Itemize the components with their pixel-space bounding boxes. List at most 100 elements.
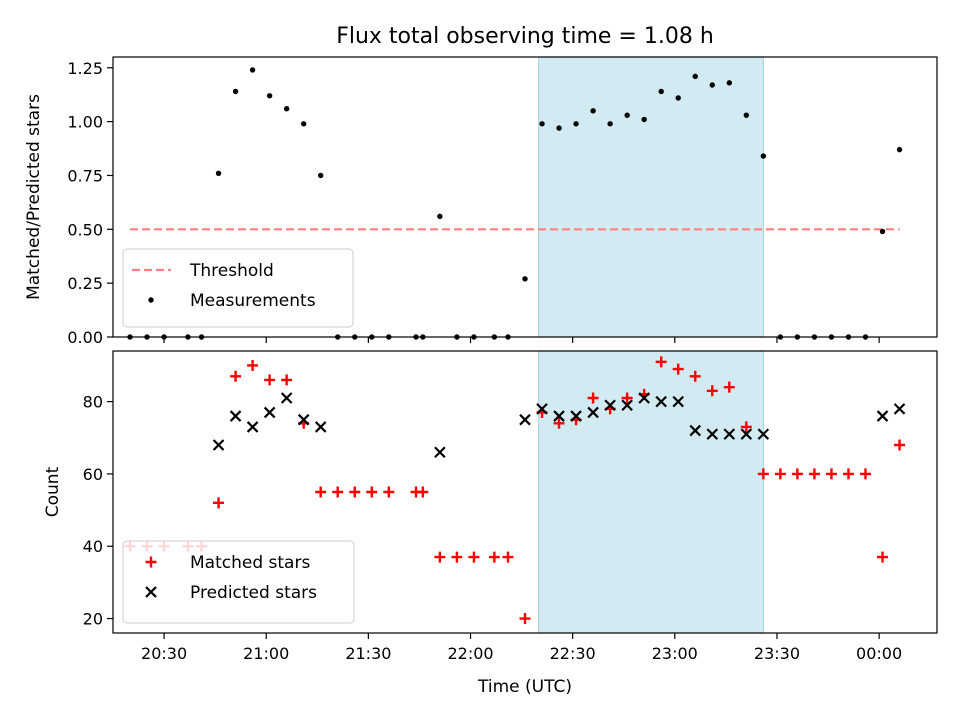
matched-star-point: [451, 551, 463, 563]
measurement-point: [300, 121, 307, 127]
measurement-point: [232, 88, 239, 95]
predicted-star-point: [434, 446, 446, 459]
measurement-point: [675, 95, 681, 101]
measurement-point: [522, 276, 528, 282]
x-tick-label: 22:00: [447, 644, 493, 663]
measurement-point: [624, 112, 630, 118]
measurement-point: [590, 108, 596, 114]
matched-star-point: [349, 486, 361, 498]
matched-star-point: [417, 486, 429, 498]
y-tick-label: 0.50: [67, 220, 103, 239]
axes-frame: [112, 56, 938, 338]
legend-matched-swatch: [145, 556, 157, 568]
matched-star-point: [468, 551, 480, 563]
predicted-star-point: [570, 410, 582, 422]
x-tick-label: 23:30: [754, 644, 800, 663]
predicted-star-point: [519, 413, 531, 426]
y-tick-label: 0.25: [67, 274, 103, 293]
observing-window-span: [538, 56, 764, 338]
y-tick-label: 1.00: [67, 113, 103, 132]
predicted-star-point: [604, 399, 616, 412]
x-axis-label: Time (UTC): [477, 677, 572, 697]
figure-title: Flux total observing time = 1.08 h: [336, 24, 714, 49]
y-tick-label: 60: [83, 465, 103, 484]
predicted-star-point: [280, 392, 293, 404]
matched-star-point: [213, 497, 225, 509]
matched-star-point: [825, 468, 837, 480]
matched-star-point: [281, 374, 293, 386]
matched-star-point: [859, 468, 871, 480]
measurement-point: [539, 121, 545, 127]
y-tick-label: 0.00: [67, 328, 103, 347]
legend-measurement-swatch: [148, 297, 154, 303]
predicted-star-point: [876, 410, 889, 422]
measurement-point: [692, 73, 698, 80]
legend-label: Threshold: [189, 261, 274, 281]
matched-star-point: [315, 486, 327, 498]
matched-star-point: [808, 468, 820, 480]
x-tick-label: 22:30: [550, 644, 596, 663]
legend-box: [122, 540, 355, 624]
matched-star-point: [894, 439, 906, 451]
legend-label: Predicted stars: [190, 583, 317, 603]
y-tick-label: 0.75: [67, 166, 103, 185]
x-tick-label: 21:00: [243, 644, 289, 663]
predicted-star-point: [587, 406, 599, 419]
matched-star-point: [791, 468, 803, 480]
measurement-point: [896, 146, 903, 153]
matched-star-point: [689, 370, 701, 382]
matched-star-point: [842, 468, 854, 480]
measurement-point: [249, 67, 256, 73]
predicted-star-point: [740, 428, 753, 440]
predicted-star-point: [638, 392, 650, 404]
measurement-point: [726, 80, 732, 86]
predicted-star-point: [229, 410, 242, 422]
matched-star-point: [383, 486, 395, 498]
predicted-star-point: [757, 428, 770, 440]
predicted-star-point: [672, 395, 685, 408]
matched-star-point: [366, 486, 378, 498]
matched-star-point: [740, 421, 752, 433]
measurement-point: [266, 93, 273, 99]
matched-star-point: [332, 486, 344, 498]
predicted-star-point: [723, 428, 736, 440]
x-tick-label: 23:00: [652, 644, 698, 663]
axes-frame: [112, 350, 938, 634]
measurement-point: [709, 82, 715, 88]
matched-star-point: [230, 370, 242, 382]
legend-box: [122, 248, 354, 328]
measurement-point: [607, 121, 613, 127]
matched-star-point: [502, 551, 514, 563]
predicted-star-point: [655, 395, 667, 408]
matched-star-point: [587, 392, 599, 404]
predicted-star-point: [536, 403, 548, 415]
x-tick-label: 20:30: [141, 644, 187, 663]
matched-star-point: [672, 363, 684, 375]
predicted-star-point: [893, 403, 906, 415]
series-predicted-stars: [212, 392, 906, 459]
matched-star-point: [488, 551, 500, 563]
matched-star-point: [774, 468, 786, 480]
matched-star-point: [621, 392, 633, 404]
predicted-star-point: [706, 428, 719, 440]
matched-star-point: [247, 359, 259, 371]
y-tick-label: 20: [83, 610, 103, 629]
measurement-point: [556, 125, 562, 131]
y-tick-label: 1.25: [67, 59, 103, 78]
x-tick-label: 21:30: [345, 644, 391, 663]
measurement-point: [641, 116, 647, 123]
legend-label: Measurements: [190, 291, 316, 311]
matched-star-point: [519, 613, 531, 625]
legend: Threshold Measurements: [122, 248, 354, 328]
predicted-star-point: [553, 410, 565, 422]
predicted-star-point: [212, 439, 225, 451]
y-tick-label: 80: [83, 393, 103, 412]
legend-predicted-swatch: [145, 586, 157, 598]
predicted-star-point: [314, 421, 327, 433]
matched-star-point: [655, 356, 667, 368]
matched-star-point: [757, 468, 769, 480]
measurement-point: [283, 105, 290, 112]
measurement-point: [437, 213, 443, 220]
y-tick-label: 40: [83, 537, 103, 556]
matched-star-point: [706, 385, 718, 397]
